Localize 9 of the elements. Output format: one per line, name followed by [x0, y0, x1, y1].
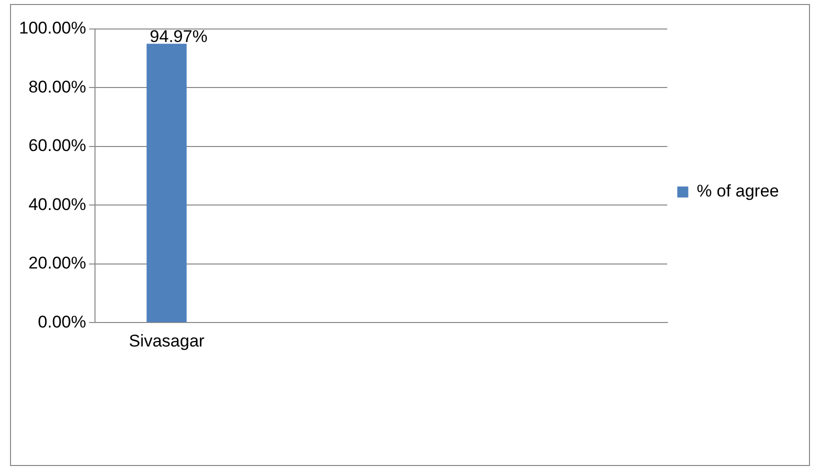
- legend-label: % of agree: [696, 182, 780, 201]
- y-tick-label: 80.00%: [28, 77, 86, 96]
- y-tick-label: 60.00%: [28, 136, 86, 156]
- y-tick-label: 40.00%: [28, 194, 86, 214]
- x-tick-label: Sivasagar: [128, 331, 205, 350]
- y-tick-label: 100.00%: [18, 18, 86, 38]
- y-tick-label: 0.00%: [38, 312, 86, 332]
- data-label: 94.97%: [150, 26, 208, 46]
- y-tick-label: 20.00%: [28, 254, 86, 273]
